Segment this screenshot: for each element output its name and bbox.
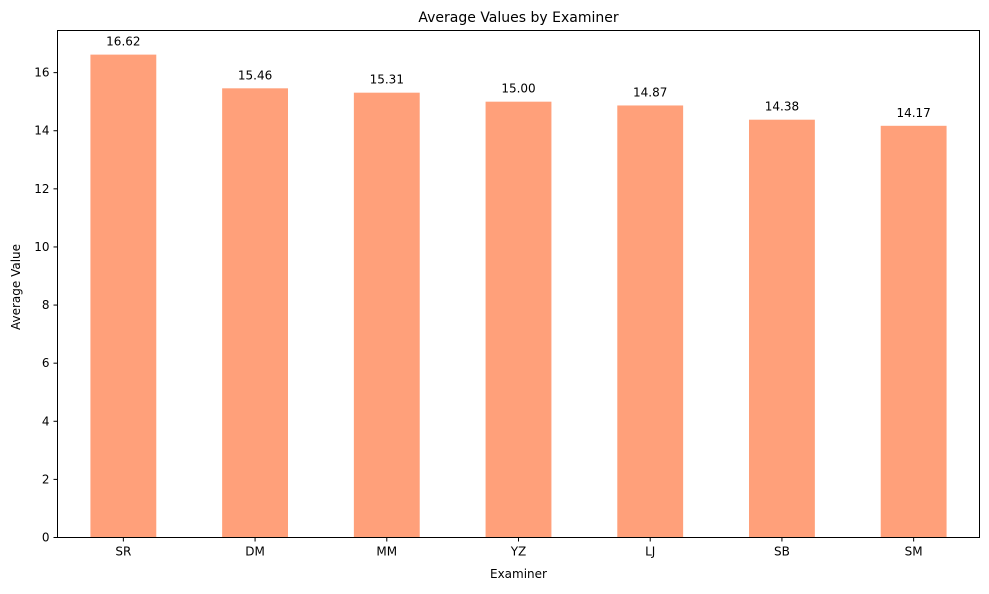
x-tick-label-lj: LJ <box>645 545 655 559</box>
value-label-lj: 14.87 <box>633 85 667 99</box>
x-axis-label: Examiner <box>490 567 547 581</box>
x-tick-label-sb: SB <box>774 545 790 559</box>
bar-sr <box>90 54 157 538</box>
y-tick-label-0: 0 <box>42 531 50 545</box>
y-tick-label-14: 14 <box>34 124 49 138</box>
y-tick-label-10: 10 <box>34 240 49 254</box>
y-tick-label-8: 8 <box>42 298 50 312</box>
value-label-yz: 15.00 <box>501 82 535 96</box>
value-label-mm: 15.31 <box>370 73 404 87</box>
chart-title: Average Values by Examiner <box>418 10 618 26</box>
y-tick-label-2: 2 <box>42 472 50 486</box>
y-tick-label-16: 16 <box>34 66 49 80</box>
bar-lj <box>617 105 684 538</box>
y-axis: 0 2 4 6 8 10 12 14 16 <box>34 66 58 545</box>
y-tick-label-4: 4 <box>42 414 50 428</box>
plot-frame <box>57 30 980 538</box>
bar-yz <box>485 101 552 538</box>
x-tick-label-dm: DM <box>245 545 265 559</box>
value-labels-layer: 16.62 15.46 15.31 15.00 14.87 14.38 14.17 <box>106 35 931 120</box>
x-tick-label-sm: SM <box>905 545 923 559</box>
value-label-sb: 14.38 <box>765 100 799 114</box>
x-axis: SR DM MM YZ LJ SB SM <box>115 537 923 559</box>
y-tick-label-6: 6 <box>42 356 50 370</box>
x-tick-label-yz: YZ <box>510 545 527 559</box>
x-tick-label-sr: SR <box>115 545 131 559</box>
x-tick-label-mm: MM <box>376 545 397 559</box>
bar-sm <box>880 125 947 538</box>
value-label-sr: 16.62 <box>106 35 140 49</box>
bar-sb <box>749 119 815 538</box>
value-label-dm: 15.46 <box>238 68 272 82</box>
bars-layer <box>90 54 947 538</box>
bar-mm <box>353 92 420 538</box>
bar-dm <box>222 88 288 538</box>
y-tick-label-12: 12 <box>34 182 49 196</box>
y-axis-label: Average Value <box>9 244 23 330</box>
value-label-sm: 14.17 <box>896 106 930 120</box>
